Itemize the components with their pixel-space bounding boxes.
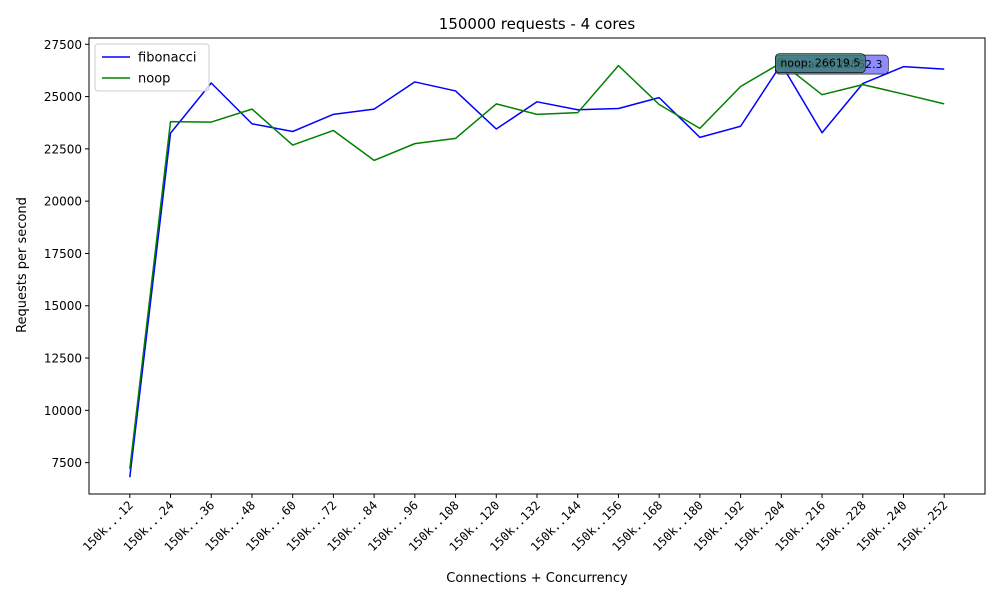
legend-box bbox=[94, 43, 210, 92]
y-axis-label: Requests per second bbox=[15, 197, 30, 333]
series-layer bbox=[129, 61, 945, 478]
x-axis-label: Connections + Concurrency bbox=[446, 571, 628, 586]
annotation-label: noop: 26619.5 bbox=[780, 57, 860, 70]
series-line-fibonacci bbox=[129, 63, 945, 478]
legend-label-noop: noop bbox=[138, 72, 170, 87]
legend: fibonacci noop bbox=[94, 43, 210, 92]
annotation-noop: noop: 26619.5 bbox=[775, 53, 866, 73]
plot-background bbox=[89, 38, 985, 494]
y-tick-label: 25000 bbox=[44, 90, 82, 104]
y-tick-label: 7500 bbox=[51, 456, 82, 470]
y-tick-label: 10000 bbox=[44, 404, 82, 418]
y-tick-label: 15000 bbox=[44, 299, 82, 313]
series-line-noop bbox=[129, 61, 945, 469]
annotation-box bbox=[775, 53, 866, 73]
legend-label-fibonacci: fibonacci bbox=[138, 51, 197, 66]
y-tick-label: 22500 bbox=[44, 142, 82, 156]
y-tick-label: 27500 bbox=[44, 38, 82, 52]
y-tick-label: 12500 bbox=[44, 352, 82, 366]
y-tick-label: 20000 bbox=[44, 195, 82, 209]
y-tick-label: 17500 bbox=[44, 247, 82, 261]
annotations: fibonacci: 26552.3noop: 26619.5 bbox=[775, 53, 889, 75]
plot-area bbox=[89, 38, 985, 494]
chart-title: 150000 requests - 4 cores bbox=[439, 15, 636, 33]
